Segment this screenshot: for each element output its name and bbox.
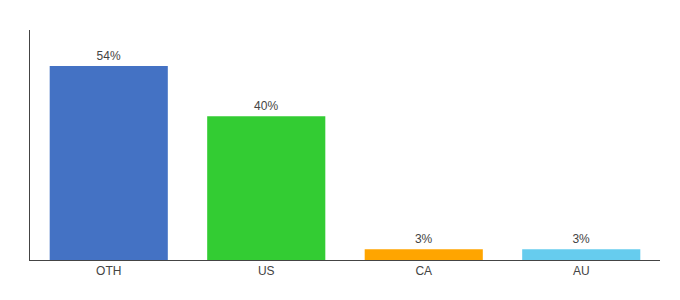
svg-text:AU: AU <box>573 264 590 278</box>
svg-text:CA: CA <box>415 264 432 278</box>
svg-text:US: US <box>258 264 275 278</box>
svg-text:3%: 3% <box>572 232 590 246</box>
svg-text:3%: 3% <box>415 232 433 246</box>
svg-text:40%: 40% <box>254 99 278 113</box>
svg-text:OTH: OTH <box>96 264 121 278</box>
svg-text:54%: 54% <box>97 49 121 63</box>
